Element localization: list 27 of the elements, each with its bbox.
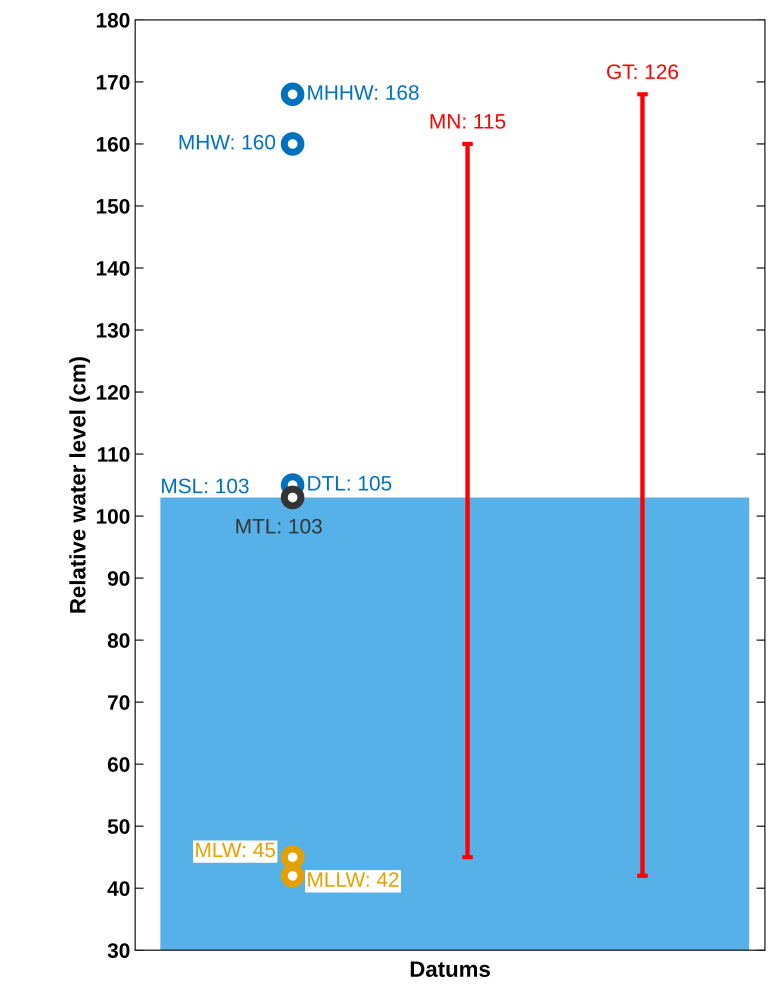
y-tick-label: 110: [98, 447, 130, 462]
y-tick-label: 170: [96, 74, 130, 90]
data-label: MHHW: 168: [308, 85, 419, 100]
data-label: GT: 126: [607, 64, 678, 80]
band-label: MSL: 103: [162, 478, 249, 494]
y-tick-label: 160: [96, 136, 130, 152]
y-tick-label: 40: [107, 881, 130, 896]
y-tick-label: 140: [96, 260, 130, 276]
data-label: MLW: 45: [196, 842, 276, 858]
data-label: MN: 115: [430, 114, 506, 129]
y-tick-label: 120: [96, 385, 130, 400]
y-tick-label: 80: [108, 633, 130, 648]
y-tick-label: 130: [96, 323, 130, 338]
data-label: MTL: 103: [236, 518, 322, 534]
data-label: MLLW: 42: [308, 872, 398, 887]
y-axis-title: Relative water level (cm): [69, 357, 90, 613]
y-tick-label: 50: [108, 819, 130, 834]
y-tick-label: 180: [96, 12, 130, 28]
x-axis-title: Datums: [410, 961, 490, 977]
data-label: DTL: 105: [308, 476, 392, 491]
y-tick-label: 30: [108, 943, 130, 958]
y-tick-label: 90: [108, 571, 130, 586]
y-tick-label: 70: [108, 695, 130, 710]
data-label: MHW: 160: [180, 134, 276, 150]
y-tick-label: 60: [108, 757, 130, 772]
y-tick-label: 100: [96, 509, 130, 524]
y-tick-label: 150: [96, 198, 130, 214]
